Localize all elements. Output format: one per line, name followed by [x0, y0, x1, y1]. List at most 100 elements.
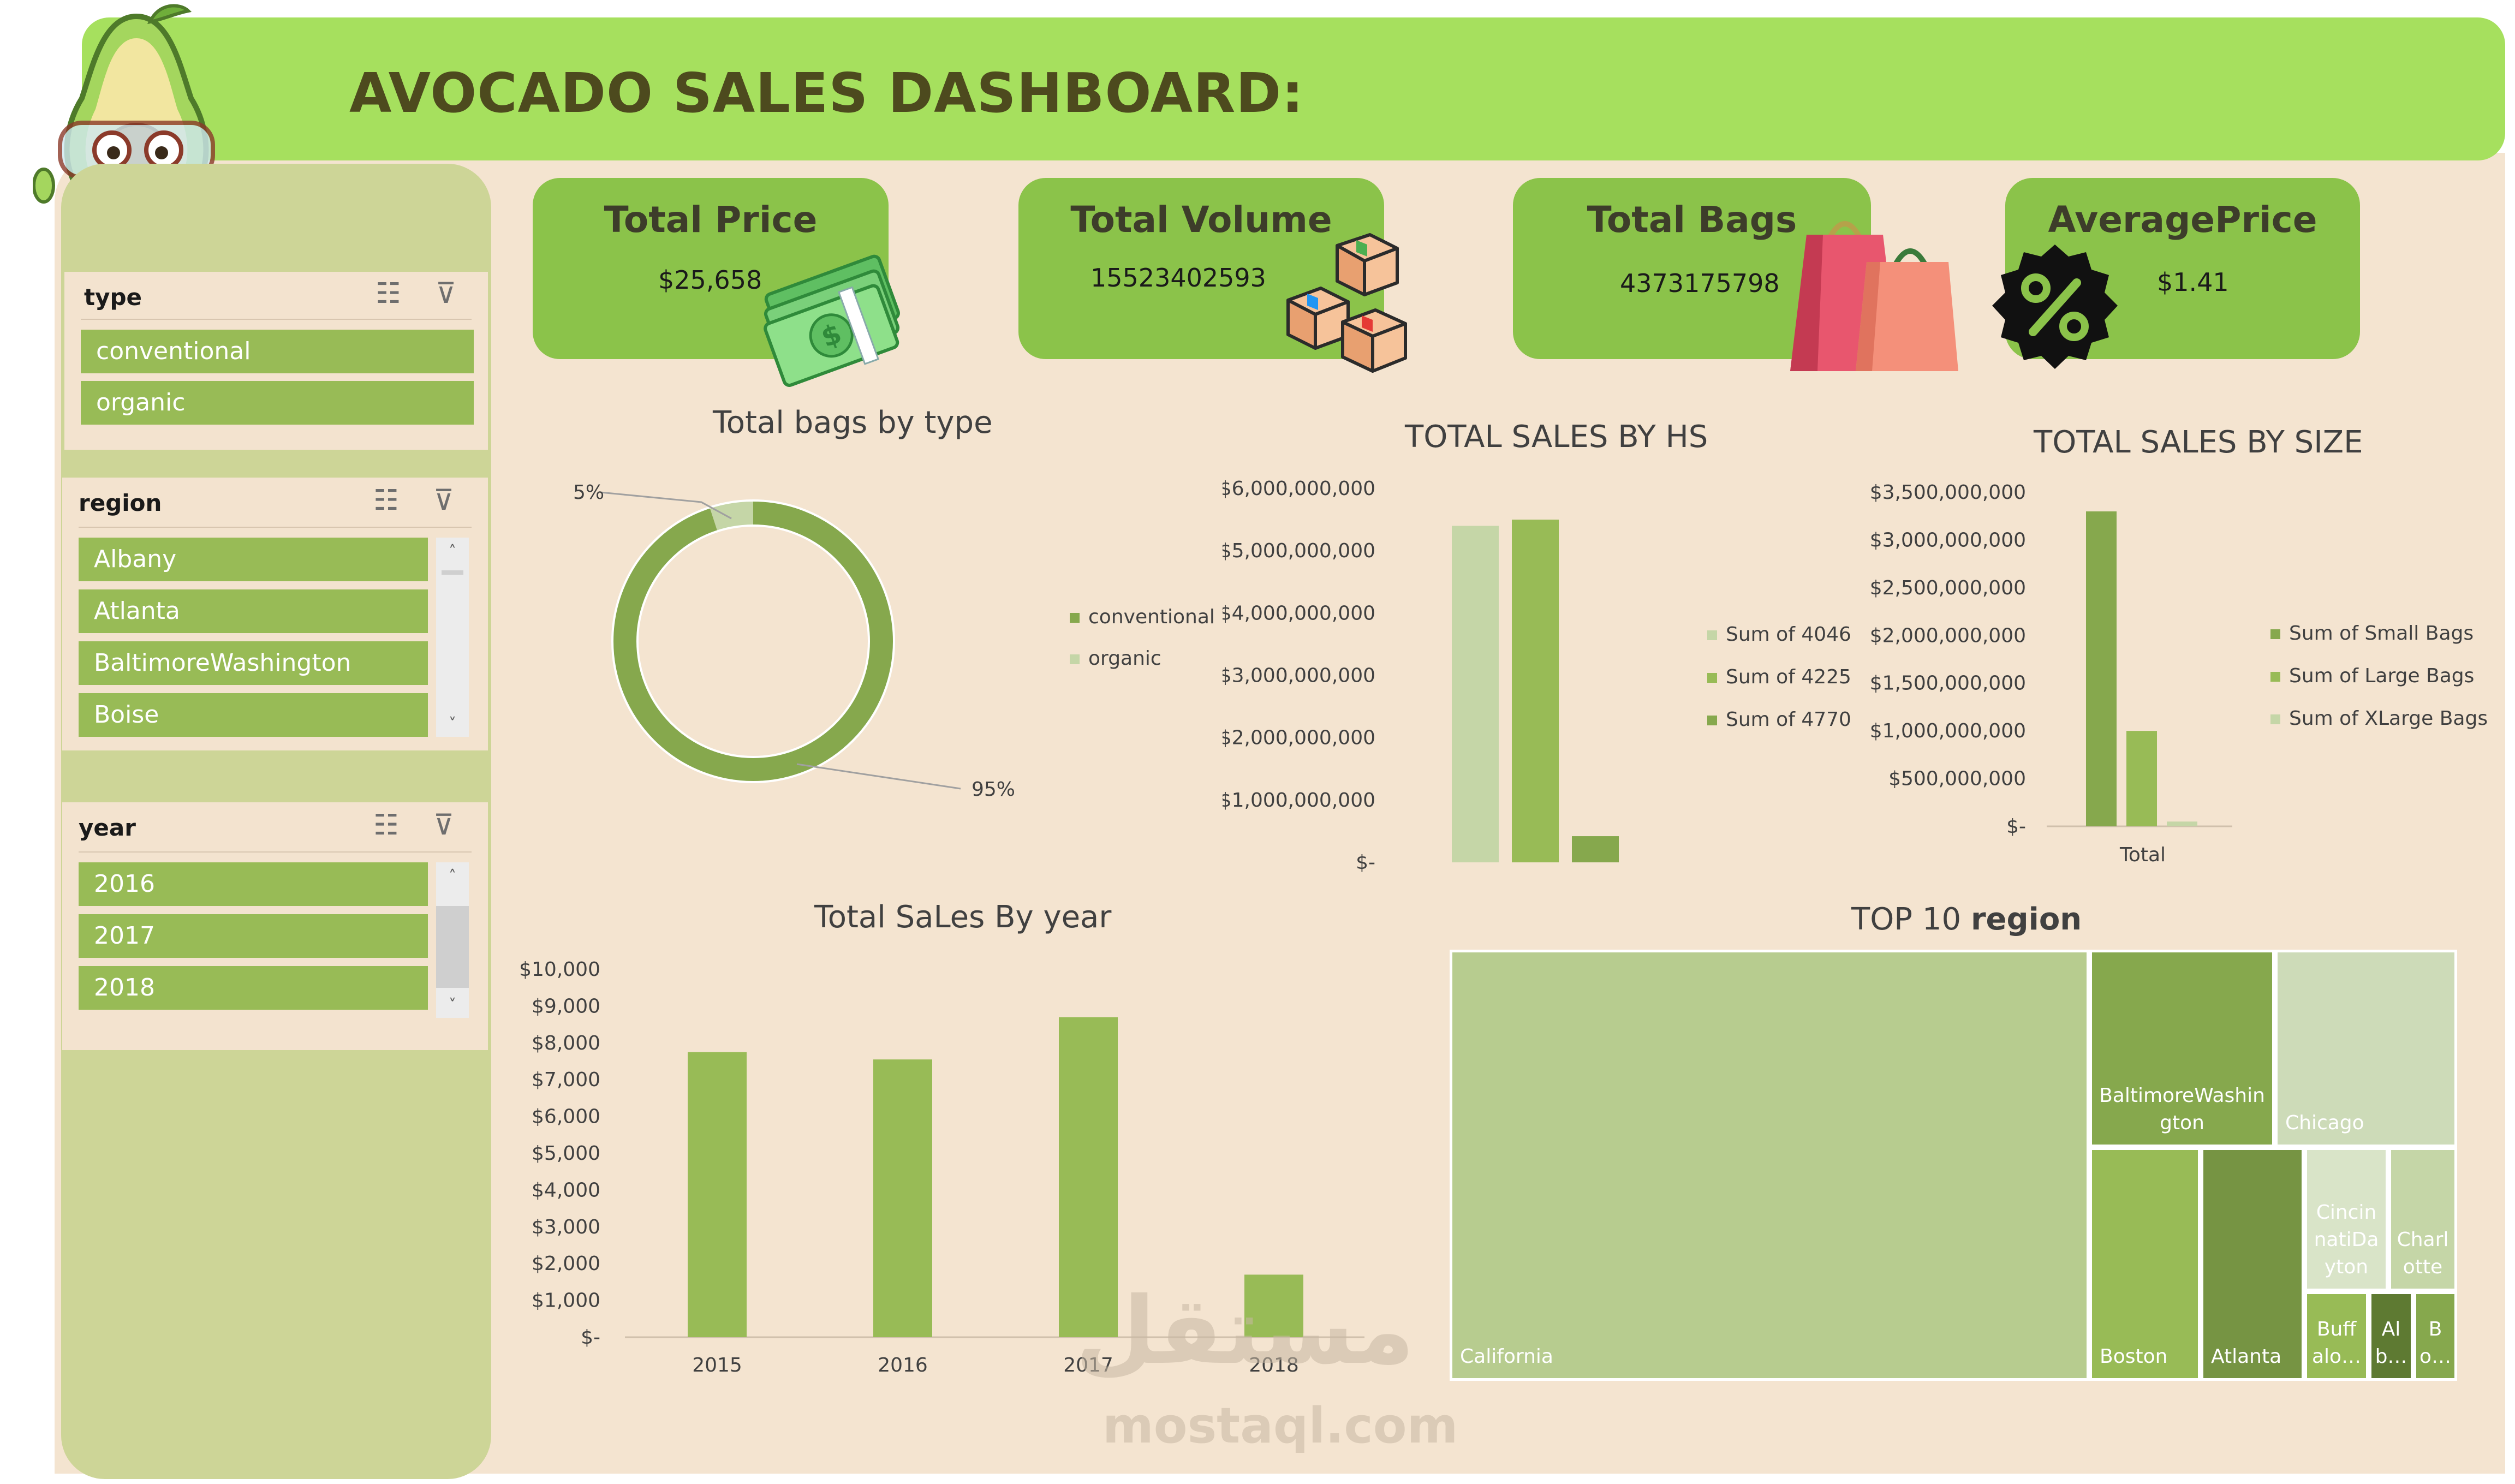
donut-slice-conventional: [612, 500, 894, 782]
y-tick-label: $2,500,000,000: [1870, 577, 2026, 599]
clear-filter-icon[interactable]: ⊽: [433, 809, 455, 842]
treemap-label: Cincin natiDa yton: [2314, 1201, 2379, 1278]
scroll-thumb[interactable]: [442, 570, 463, 575]
bar-chart-sales-by-year: $- $1,000 $2,000 $3,000 $4,000 $5,000 $6,000 $7…: [519, 958, 1364, 1376]
chart-title-prefix: TOP 10: [1851, 902, 1962, 937]
legend-swatch: [1070, 654, 1080, 664]
y-tick-label: $8,000: [532, 1032, 600, 1054]
bar-sum-of-xlarge-bags: [2167, 821, 2197, 826]
region-scrollbar[interactable]: ˄ ˅: [436, 538, 469, 737]
slicer-divider: [79, 527, 472, 528]
scroll-down-icon[interactable]: ˅: [449, 714, 456, 732]
clear-filter-icon[interactable]: ⊽: [436, 277, 457, 310]
legend-label: Sum of Small Bags: [2289, 622, 2474, 645]
y-tick-label: $3,000,000,000: [1223, 665, 1375, 687]
chart-title-sales-by-size: TOTAL SALES BY SIZE: [2034, 425, 2363, 460]
legend-swatch: [2270, 672, 2280, 682]
bar-sum-of-4770: [1572, 836, 1619, 862]
kpi-title: Total Volume: [1070, 199, 1332, 241]
y-tick-label: $500,000,000: [1888, 768, 2026, 790]
slicer-type: type ☷ ⊽ conventional organic: [64, 272, 488, 450]
donut-outer-edge: [611, 499, 895, 783]
multi-select-icon[interactable]: ☷: [373, 484, 399, 517]
kpi-value: 4373175798: [1620, 269, 1780, 298]
legend-item-conventional: conventional: [1070, 606, 1215, 628]
treemap-cell-charlotte: Charl otte: [2388, 1147, 2457, 1291]
bar-chart-sales-by-size: $- $500,000,000 $1,000,000,000 $1,500,000,0…: [1870, 481, 2232, 866]
chart-title-bold: region: [1970, 902, 2082, 937]
legend-label: Sum of 4046: [1726, 623, 1851, 646]
kpi-title: AveragePrice: [2048, 199, 2317, 241]
slicer-item-conventional[interactable]: conventional: [81, 330, 474, 373]
leader-line-organic: [600, 491, 732, 520]
legend-swatch: [2270, 714, 2280, 724]
scroll-up-icon[interactable]: ˄: [449, 542, 456, 560]
legend-label: Sum of 4225: [1726, 666, 1851, 688]
y-tick-label: $-: [1356, 851, 1375, 874]
legend-label: conventional: [1088, 606, 1215, 628]
kpi-value: $1.41: [2157, 267, 2229, 297]
y-tick-label: $-: [581, 1326, 600, 1349]
legend-label: Sum of 4770: [1726, 708, 1851, 731]
x-tick-label: 2016: [878, 1354, 928, 1376]
treemap-cell-boise: B o…: [2413, 1291, 2457, 1381]
legend-swatch: [1707, 630, 1717, 640]
kpi-title: Total Price: [604, 199, 818, 241]
y-tick-label: $6,000: [532, 1106, 600, 1128]
legend-item-4046: Sum of 4046: [1707, 623, 1851, 646]
kpi-value: 15523402593: [1090, 263, 1266, 293]
clear-filter-icon[interactable]: ⊽: [433, 484, 455, 517]
year-scrollbar[interactable]: ˄ ˅: [436, 862, 469, 1018]
slicer-item-albany[interactable]: Albany: [79, 538, 428, 581]
slicer-item-2018[interactable]: 2018: [79, 966, 428, 1010]
y-tick-label: $3,500,000,000: [1870, 481, 2026, 504]
treemap-label: BaltimoreWashin gton: [2099, 1084, 2265, 1134]
slicer-item-2016[interactable]: 2016: [79, 862, 428, 906]
legend-swatch: [1070, 613, 1080, 623]
data-label-conventional: 95%: [972, 778, 1015, 801]
y-tick-label: $10,000: [519, 958, 600, 981]
donut-slice-organic: [710, 500, 754, 532]
treemap-cell-boston: Boston: [2089, 1147, 2201, 1381]
treemap-cell-cincinnatidayton: Cincin natiDa yton: [2304, 1147, 2388, 1291]
bar-year-2017: [1059, 1017, 1118, 1337]
slicer-item-boise[interactable]: Boise: [79, 693, 428, 737]
y-tick-label: $2,000: [532, 1253, 600, 1275]
treemap-label: California: [1460, 1345, 1553, 1368]
bar-year-2015: [688, 1052, 747, 1337]
bar-sum-of-4046: [1452, 526, 1499, 862]
boxes-icon: [1286, 233, 1407, 373]
multi-select-icon[interactable]: ☷: [376, 277, 401, 310]
y-tick-label: $1,000,000,000: [1870, 720, 2026, 742]
x-tick-label: 2017: [1063, 1354, 1113, 1376]
y-tick-label: $5,000,000,000: [1223, 540, 1375, 562]
slicer-item-organic[interactable]: organic: [81, 381, 474, 425]
scroll-up-icon[interactable]: ˄: [449, 867, 456, 885]
header-bar: AVOCADO SALES DASHBOARD:: [82, 17, 2505, 160]
treemap-cell-albany: Al b…: [2369, 1291, 2413, 1381]
treemap-cell-atlanta: Atlanta: [2201, 1147, 2304, 1381]
scroll-down-icon[interactable]: ˅: [449, 996, 456, 1014]
treemap-label: Boston: [2100, 1345, 2168, 1368]
chart-title-sales-by-hs: TOTAL SALES BY HS: [1405, 419, 1708, 455]
treemap-label: Atlanta: [2211, 1345, 2282, 1368]
legend-item-small-bags: Sum of Small Bags: [2270, 622, 2474, 645]
treemap-cell-baltimorewashington: BaltimoreWashin gton: [2089, 950, 2275, 1147]
slicer-year: year ☷ ⊽ 2016 2017 2018 ˄ ˅: [62, 802, 488, 1050]
scroll-thumb[interactable]: [436, 906, 469, 988]
y-tick-label: $7,000: [532, 1069, 600, 1091]
treemap-label: B o…: [2419, 1318, 2452, 1368]
legend-swatch: [1707, 716, 1717, 725]
treemap-top-regions: California BaltimoreWashin gton Chicago Bos…: [1450, 950, 2457, 1381]
slicer-item-2017[interactable]: 2017: [79, 914, 428, 958]
slicer-item-atlanta[interactable]: Atlanta: [79, 589, 428, 633]
multi-select-icon[interactable]: ☷: [373, 809, 399, 842]
treemap-cell-buffalorochester: Buff alo…: [2304, 1291, 2369, 1381]
slicer-item-baltimorewashington[interactable]: BaltimoreWashington: [79, 641, 428, 685]
x-tick-label: 2018: [1249, 1354, 1299, 1376]
watermark-latin: mostaql.com: [1102, 1397, 1458, 1455]
donut-inner-edge: [636, 525, 870, 758]
slicer-year-title: year: [79, 814, 136, 841]
legend-item-4770: Sum of 4770: [1707, 708, 1851, 731]
slicer-divider: [79, 851, 472, 853]
